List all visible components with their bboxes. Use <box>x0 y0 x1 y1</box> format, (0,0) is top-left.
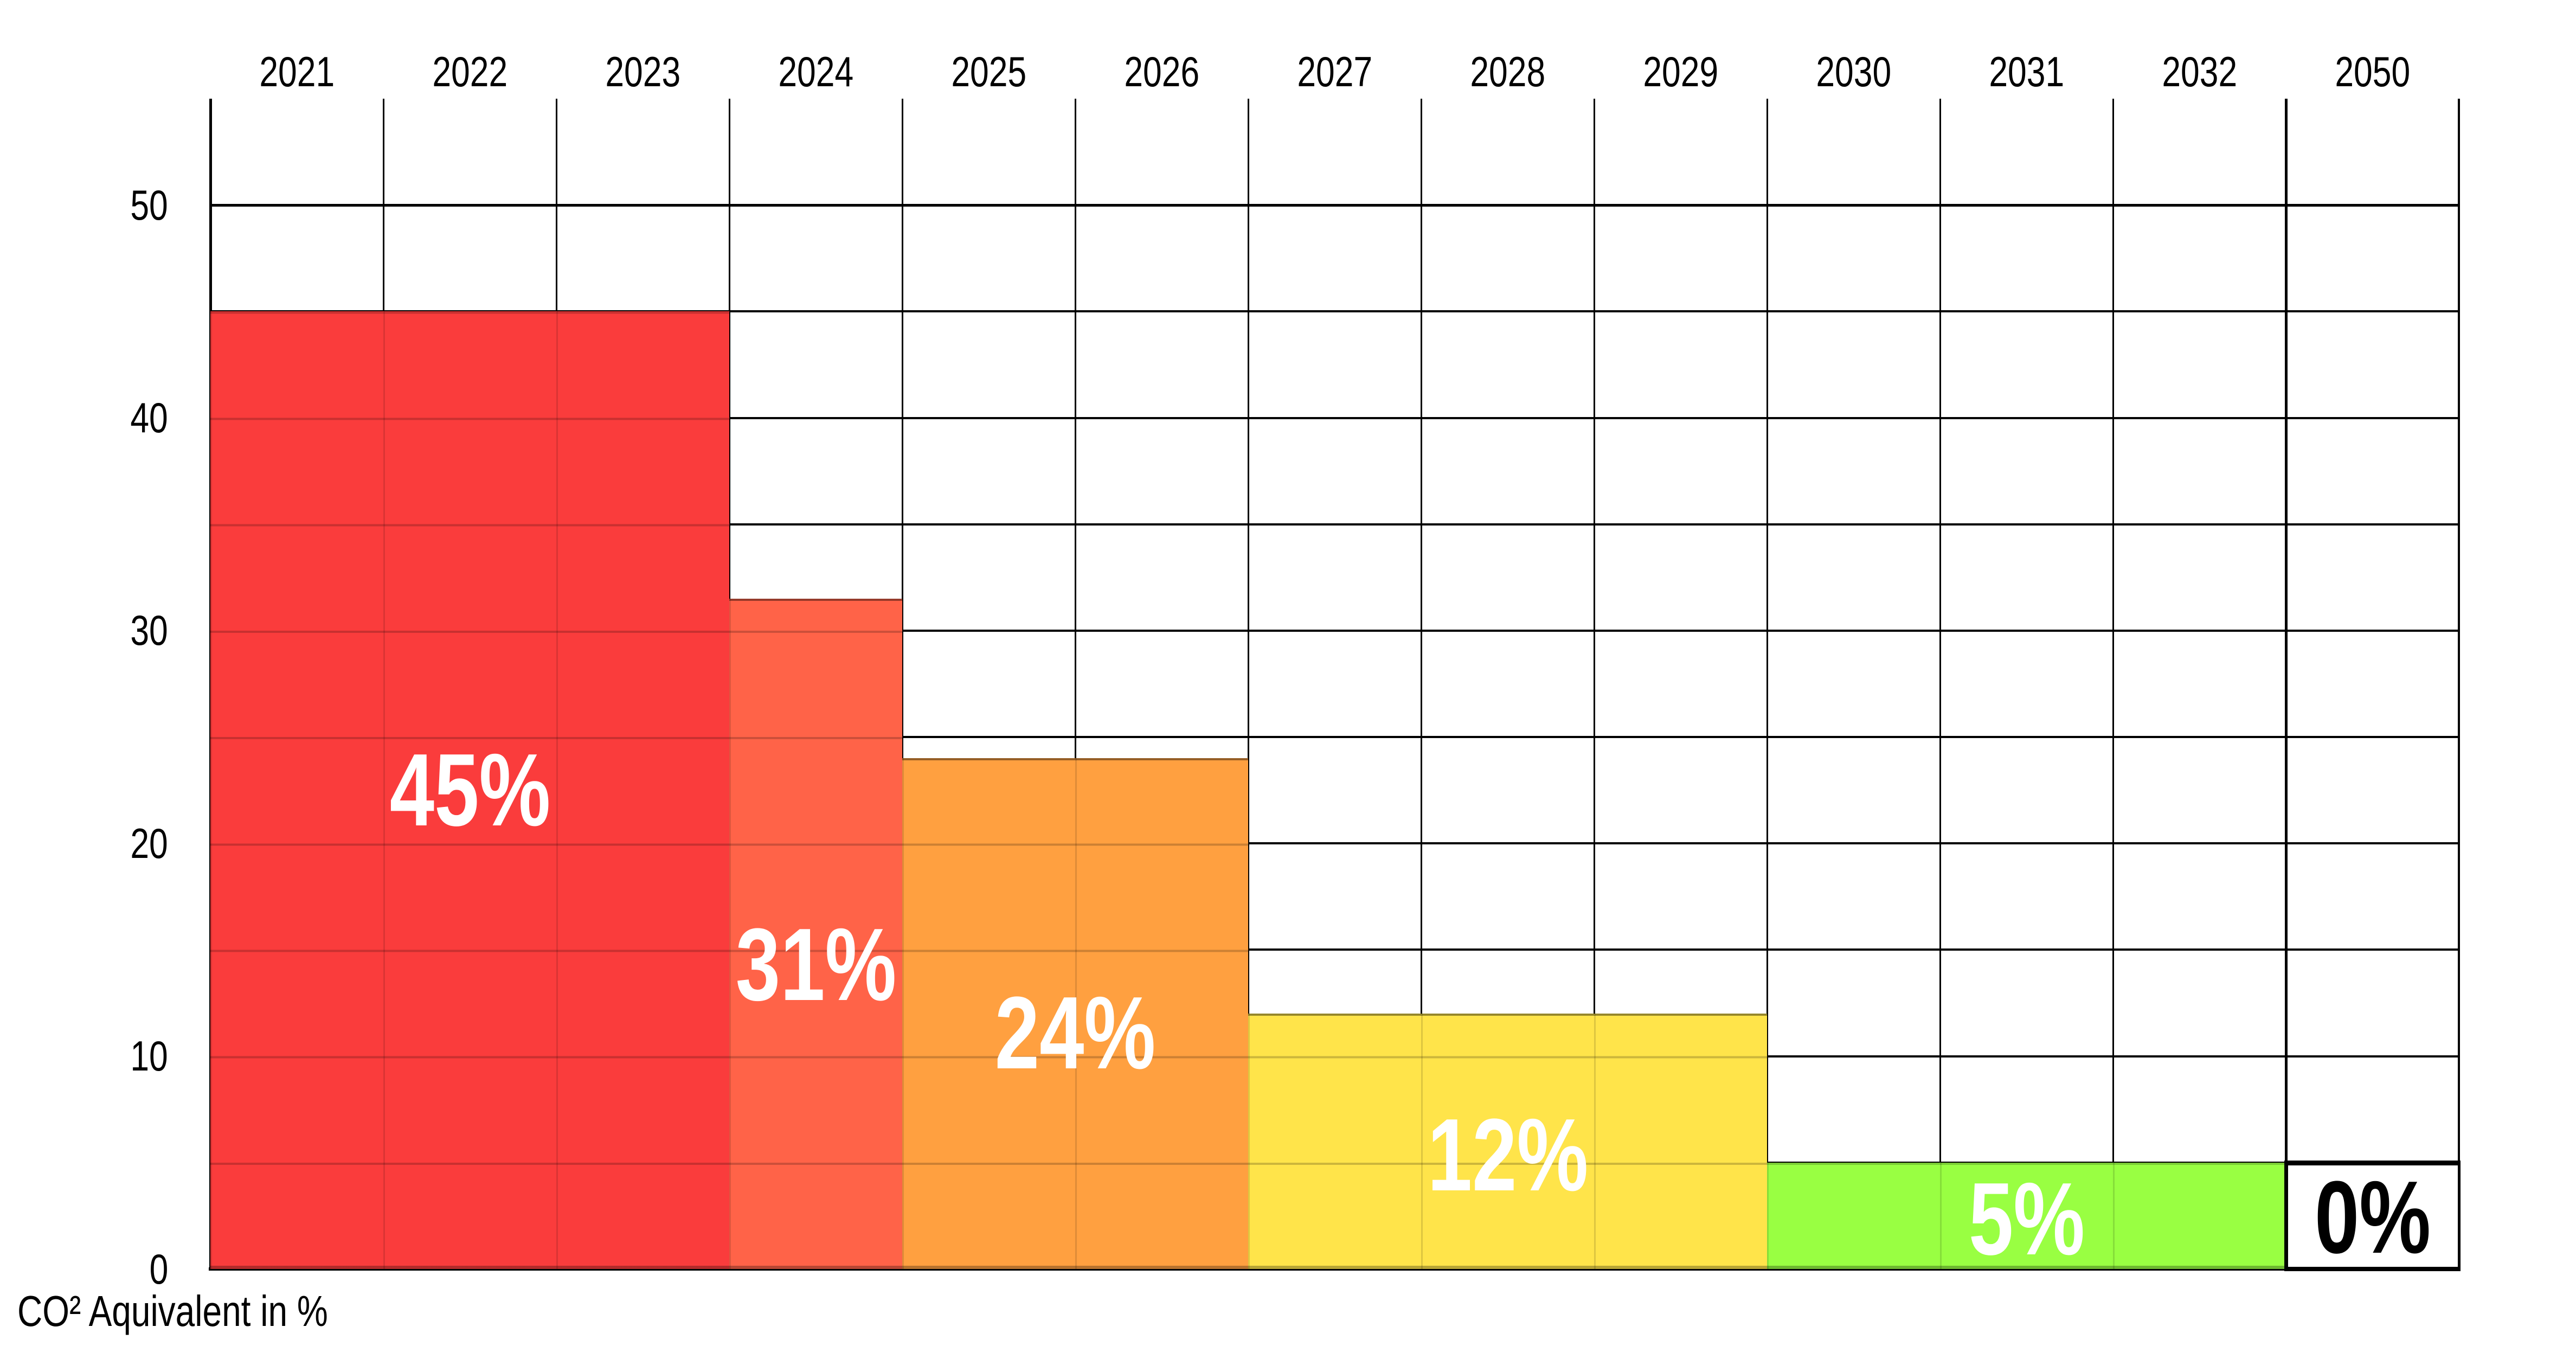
bar-2024 <box>729 599 902 1269</box>
x-axis-label-text: 2023 <box>605 48 680 95</box>
x-axis-label-2025: 2025 <box>902 36 1075 97</box>
y-axis-label-50: 50 <box>0 181 168 229</box>
bar-value-label-2024: 31% <box>735 907 896 1023</box>
bar-value-label-2027: 12% <box>1427 1097 1588 1213</box>
x-axis-label-text: 2027 <box>1297 48 1372 95</box>
bar-value-label-2030: 5% <box>1968 1161 2085 1277</box>
x-axis-label-text: 2032 <box>2162 48 2237 95</box>
x-axis-label-2022: 2022 <box>383 36 556 97</box>
x-axis-label-2032: 2032 <box>2113 36 2286 97</box>
y-axis-label-text: 40 <box>130 394 168 442</box>
highlight-cell-2050 <box>2284 1160 2461 1271</box>
x-axis-label-text: 2025 <box>951 48 1026 95</box>
bar-2030-2032 <box>1767 1162 2286 1269</box>
x-axis-label-2027: 2027 <box>1248 36 1421 97</box>
y-axis-label-20: 20 <box>0 819 168 868</box>
bar-value-label-2025: 24% <box>994 976 1156 1091</box>
y-axis-label-40: 40 <box>0 394 168 443</box>
x-axis-label-2030: 2030 <box>1767 36 1940 97</box>
x-axis-label-2028: 2028 <box>1421 36 1594 97</box>
gridline-vertical <box>1593 99 1595 1269</box>
bar-2021-2023 <box>210 311 729 1269</box>
y-axis-label-text: 0 <box>149 1245 168 1293</box>
x-axis-label-text: 2030 <box>1816 48 1891 95</box>
gridline-horizontal <box>210 523 2459 525</box>
gridline-vertical <box>1074 99 1076 1269</box>
x-axis-label-2023: 2023 <box>556 36 729 97</box>
x-axis-label-2021: 2021 <box>210 36 383 97</box>
y-axis-label-0: 0 <box>0 1245 168 1293</box>
x-axis-label-2026: 2026 <box>1075 36 1248 97</box>
bar-2025-2026 <box>902 758 1248 1269</box>
x-axis-label-text: 2024 <box>778 48 853 95</box>
x-axis-label-text: 2022 <box>432 48 508 95</box>
x-axis-label-2031: 2031 <box>1940 36 2113 97</box>
bar-2027-2029 <box>1248 1014 1767 1269</box>
x-axis-label-text: 2031 <box>1989 48 2064 95</box>
gridline-vertical <box>2284 99 2288 1269</box>
x-axis-label-text: 2029 <box>1643 48 1718 95</box>
gridline-horizontal <box>210 736 2459 739</box>
gridline-horizontal <box>210 310 2459 313</box>
y-axis-label-10: 10 <box>0 1032 168 1081</box>
x-axis-label-text: 2028 <box>1470 48 1545 95</box>
bar-value-label-2050: 0% <box>2314 1159 2431 1275</box>
gridline-horizontal <box>210 416 2459 419</box>
gridline-vertical <box>1247 99 1249 1269</box>
x-axis-label-2024: 2024 <box>729 36 902 97</box>
y-axis-label-30: 30 <box>0 606 168 655</box>
y-axis-label-text: 10 <box>130 1032 168 1080</box>
gridline-horizontal <box>210 842 2459 845</box>
gridline-vertical <box>1766 99 1768 1269</box>
gridline-vertical <box>2112 99 2114 1269</box>
y-axis-label-text: 50 <box>130 181 168 229</box>
bar-value-label-2021: 45% <box>389 733 550 848</box>
y-axis-label-text: 30 <box>130 606 168 655</box>
x-axis-label-2029: 2029 <box>1594 36 1767 97</box>
x-axis-label-text: 2021 <box>259 48 335 95</box>
y-axis-label-text: 20 <box>130 819 168 867</box>
gridline-horizontal <box>210 203 2459 207</box>
x-axis-label-text: 2050 <box>2335 48 2410 95</box>
y-axis-caption-text: CO² Aquivalent in % <box>17 1287 328 1335</box>
x-axis-line <box>209 1267 2461 1271</box>
x-axis-label-text: 2026 <box>1124 48 1199 95</box>
x-axis-label-2050: 2050 <box>2286 36 2459 97</box>
gridline-vertical <box>901 99 903 1269</box>
gridline-vertical <box>1939 99 1941 1269</box>
gridline-vertical <box>2458 99 2460 1269</box>
gridline-horizontal <box>210 948 2459 951</box>
gridline-horizontal <box>210 629 2459 632</box>
gridline-vertical <box>1420 99 1422 1269</box>
y-axis-caption: CO² Aquivalent in % <box>17 1286 406 1336</box>
